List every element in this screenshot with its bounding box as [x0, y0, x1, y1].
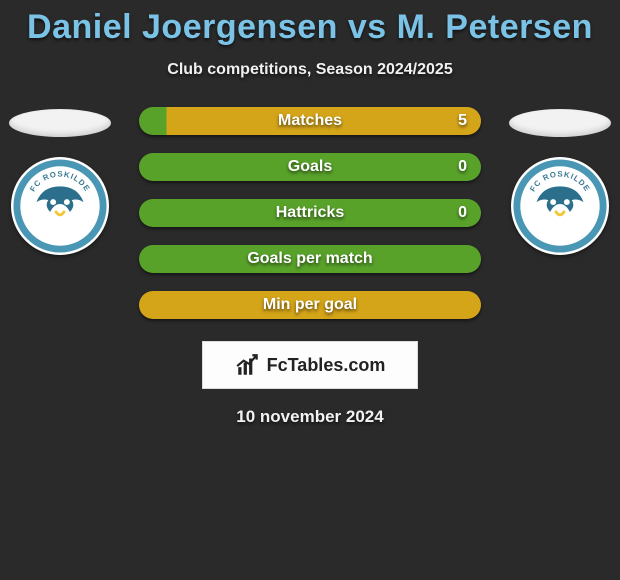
stat-bar: Matches 5	[139, 107, 481, 135]
watermark-text: FcTables.com	[267, 355, 386, 376]
stat-bar: Goals 0	[139, 153, 481, 181]
stat-bar: Goals per match	[139, 245, 481, 273]
player-portrait-placeholder	[509, 109, 611, 137]
stat-value-right: 0	[458, 158, 467, 176]
stat-label: Min per goal	[263, 296, 357, 314]
club-badge-right: FC ROSKILDE	[511, 157, 609, 255]
player-left-column: FC ROSKILDE	[0, 107, 120, 255]
player-portrait-placeholder	[9, 109, 111, 137]
stat-value-right: 0	[458, 204, 467, 222]
page-title: Daniel Joergensen vs M. Petersen	[0, 0, 620, 47]
player-right-column: FC ROSKILDE	[500, 107, 620, 255]
chart-icon	[235, 352, 261, 378]
subtitle: Club competitions, Season 2024/2025	[0, 61, 620, 79]
stat-label: Hattricks	[276, 204, 344, 222]
roskilde-badge-icon: FC ROSKILDE	[511, 157, 609, 255]
stat-bars: Matches 5 Goals 0 Hattricks 0 Goals per match M…	[139, 107, 481, 319]
stat-label: Goals	[288, 158, 332, 176]
stat-label: Matches	[278, 112, 342, 130]
stat-bar: Min per goal	[139, 291, 481, 319]
roskilde-badge-icon: FC ROSKILDE	[11, 157, 109, 255]
watermark: FcTables.com	[202, 341, 418, 389]
date-text: 10 november 2024	[0, 407, 620, 427]
stat-bar: Hattricks 0	[139, 199, 481, 227]
stat-label: Goals per match	[247, 250, 372, 268]
club-badge-left: FC ROSKILDE	[11, 157, 109, 255]
stat-value-right: 5	[458, 112, 467, 130]
comparison-content: FC ROSKILDE FC ROSKILDE Matches5Goals0Ha…	[0, 107, 620, 427]
